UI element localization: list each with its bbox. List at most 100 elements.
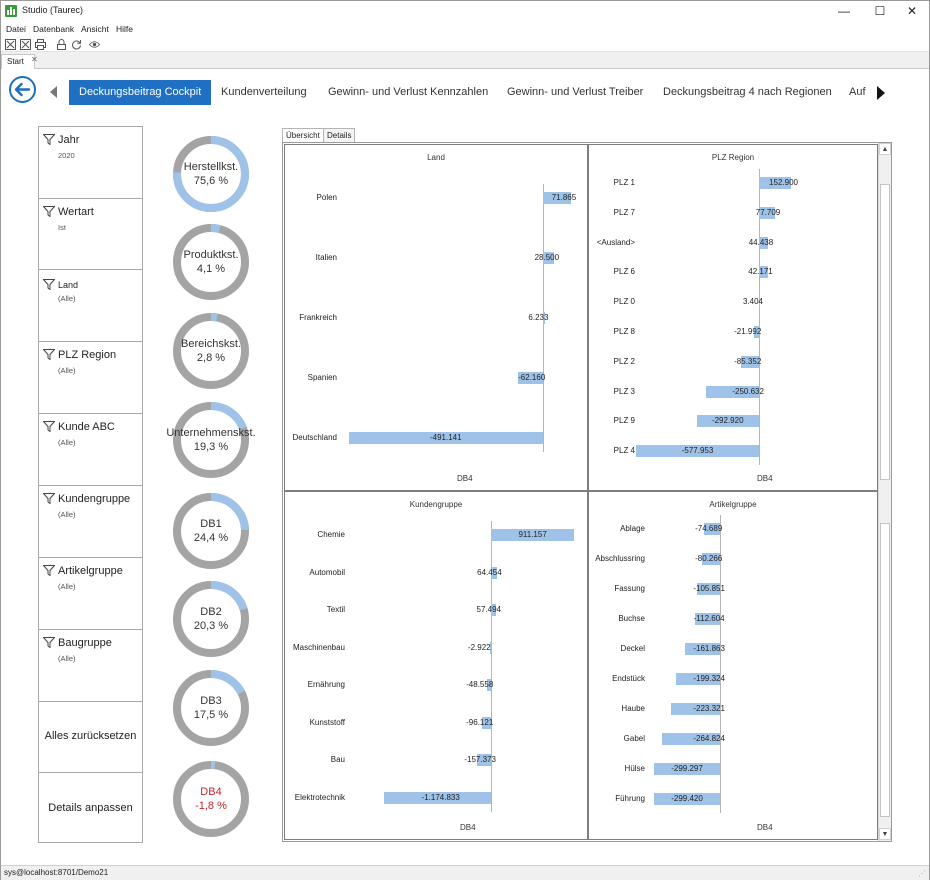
bar[interactable] xyxy=(671,703,720,715)
tab-uebersicht[interactable]: Übersicht xyxy=(282,128,324,142)
bar[interactable] xyxy=(754,326,759,338)
bar[interactable] xyxy=(348,432,543,444)
bar-value-label: -292.920 xyxy=(711,416,744,426)
close-button[interactable]: ✕ xyxy=(906,4,918,18)
reset-all-button[interactable]: Alles zurücksetzen xyxy=(39,702,142,773)
filter-artikelgruppe[interactable]: Artikelgruppe (Alle) xyxy=(39,558,142,630)
tab-details[interactable]: Details xyxy=(323,128,356,142)
chart-land[interactable]: Land Polen 71.865 Italien 28.500 Frankreich 6.… xyxy=(284,144,588,491)
filter-jahr[interactable]: Jahr 2020 xyxy=(39,127,142,199)
filter-wertart[interactable]: Wertart Ist xyxy=(39,199,142,270)
close-box-icon[interactable] xyxy=(5,39,16,50)
scroll-down-icon[interactable]: ▼ xyxy=(879,828,891,840)
menu-hilfe[interactable]: Hilfe xyxy=(116,24,134,34)
menu-ansicht[interactable]: Ansicht xyxy=(81,24,109,34)
bar[interactable] xyxy=(759,266,768,279)
filter-land[interactable]: Land (Alle) xyxy=(39,270,142,342)
category-label: Elektrotechnik xyxy=(294,792,345,802)
kpi-name: DB2 xyxy=(200,606,222,618)
bar-value-label: -74.689 xyxy=(695,524,723,533)
bar[interactable] xyxy=(476,754,491,766)
filter-kundengruppe[interactable]: Kundengruppe (Alle) xyxy=(39,486,142,558)
bar-value-label: -48.558 xyxy=(466,680,494,689)
tab-guv-treiber[interactable]: Gewinn- und Verlust Treiber xyxy=(507,86,644,98)
bar[interactable] xyxy=(696,415,759,428)
bar[interactable] xyxy=(705,385,759,398)
scroll-thumb-lower[interactable] xyxy=(880,523,890,817)
kpi-donut[interactable]: Herstellkst. 75,6 % xyxy=(171,134,251,214)
filter-baugruppe[interactable]: Baugruppe (Alle) xyxy=(39,630,142,702)
bar[interactable] xyxy=(518,372,543,384)
category-label: Automobil xyxy=(309,567,345,577)
bar[interactable] xyxy=(696,583,720,595)
maximize-button[interactable]: ☐ xyxy=(874,4,886,18)
bar[interactable] xyxy=(759,177,792,189)
kpi-donut[interactable]: Produktkst. 4,1 % xyxy=(171,222,251,302)
close-all-icon[interactable] xyxy=(20,39,31,50)
bar[interactable] xyxy=(543,252,555,264)
back-button[interactable] xyxy=(9,76,36,103)
bar[interactable] xyxy=(384,791,491,804)
menu-datenbank[interactable]: Datenbank xyxy=(33,24,75,34)
scroll-up-icon[interactable]: ▲ xyxy=(879,143,891,155)
bar[interactable] xyxy=(759,206,776,219)
bar[interactable] xyxy=(491,604,497,616)
kpi-donut[interactable]: DB1 24,4 % xyxy=(171,491,251,571)
filter-value: (Alle) xyxy=(58,510,76,519)
bar[interactable] xyxy=(676,673,720,685)
bar[interactable] xyxy=(684,643,720,655)
bar[interactable] xyxy=(486,679,491,691)
bar-value-label: 3.404 xyxy=(742,297,764,307)
kpi-donut[interactable]: Bereichskst. 2,8 % xyxy=(171,311,251,391)
resize-grip-icon[interactable]: ⋰ xyxy=(918,869,926,878)
kpi-value: 20,3 % xyxy=(193,620,229,632)
bar[interactable] xyxy=(543,312,546,324)
bar[interactable] xyxy=(636,445,759,458)
donut-fill xyxy=(173,136,249,212)
bar[interactable] xyxy=(759,236,769,249)
bar[interactable] xyxy=(662,733,720,745)
minimize-button[interactable]: — xyxy=(838,4,850,18)
bar-value-label: -62.160 xyxy=(518,373,546,382)
refresh-icon[interactable] xyxy=(71,39,82,50)
chart-plz-region[interactable]: PLZ Region PLZ 1 152.900 PLZ 7 77.709 <Auslan… xyxy=(588,144,878,491)
bar[interactable] xyxy=(740,355,759,368)
bar[interactable] xyxy=(695,613,720,625)
bar[interactable] xyxy=(654,763,720,775)
bar[interactable] xyxy=(654,793,720,805)
lock-icon[interactable] xyxy=(56,39,67,50)
category-label: Polen xyxy=(316,193,337,202)
print-icon[interactable] xyxy=(35,39,46,50)
customize-details-button[interactable]: Details anpassen xyxy=(39,773,142,843)
kpi-donut[interactable]: DB3 17,5 % xyxy=(171,668,251,748)
vertical-scrollbar[interactable]: ▲ ▼ xyxy=(878,143,891,841)
chart-artikelgruppe[interactable]: Artikelgruppe Ablage -74.689 Abschlussring -… xyxy=(588,491,878,840)
nav-next-icon[interactable] xyxy=(877,86,885,100)
bar[interactable] xyxy=(543,192,572,204)
chart-kundengruppe[interactable]: Kundengruppe Chemie 911.157 Automobil 64.454… xyxy=(284,491,588,840)
bar[interactable] xyxy=(490,641,491,654)
filter-plz-region[interactable]: PLZ Region (Alle) xyxy=(39,342,142,414)
eye-icon[interactable] xyxy=(89,39,100,50)
nav-prev-icon[interactable] xyxy=(50,86,57,98)
bar[interactable] xyxy=(702,553,720,565)
filter-kunde-abc[interactable]: Kunde ABC (Alle) xyxy=(39,414,142,486)
tab-deckungsbeitrag-cockpit[interactable]: Deckungsbeitrag Cockpit xyxy=(69,80,212,105)
scroll-thumb[interactable] xyxy=(880,184,890,480)
bar[interactable] xyxy=(491,566,497,579)
tab-guv-kennzahlen[interactable]: Gewinn- und Verlust Kennzahlen xyxy=(328,86,489,98)
bar[interactable] xyxy=(482,716,491,729)
tab-kundenverteilung[interactable]: Kundenverteilung xyxy=(221,86,307,98)
kpi-donut[interactable]: Unternehmenskst. 19,3 % xyxy=(166,400,256,480)
kpi-value: 4,1 % xyxy=(196,263,226,275)
kpi-donut[interactable]: DB4 -1,8 % xyxy=(171,759,251,839)
tab-db4-regionen[interactable]: Deckungsbeitrag 4 nach Regionen xyxy=(663,86,832,98)
menu-datei[interactable]: Datei xyxy=(6,24,26,34)
tab-start[interactable]: Start ✕ xyxy=(1,54,38,69)
bar[interactable] xyxy=(491,529,574,541)
tab-auf[interactable]: Auf xyxy=(849,86,866,98)
bar[interactable] xyxy=(759,296,760,309)
bar[interactable] xyxy=(703,523,720,535)
tab-close-icon[interactable]: ✕ xyxy=(31,55,38,64)
kpi-donut[interactable]: DB2 20,3 % xyxy=(171,579,251,659)
